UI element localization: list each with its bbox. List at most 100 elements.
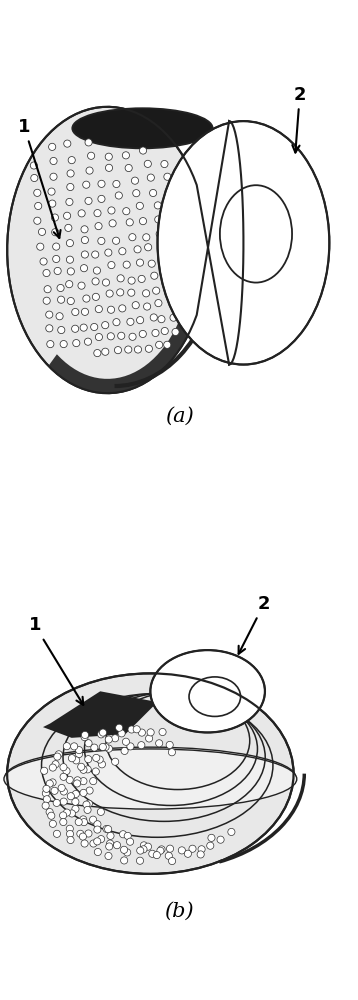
Circle shape: [81, 819, 88, 826]
Circle shape: [46, 808, 53, 816]
Circle shape: [72, 308, 79, 316]
Circle shape: [66, 281, 73, 288]
Ellipse shape: [206, 162, 306, 305]
Circle shape: [136, 202, 144, 209]
Text: 1: 1: [29, 616, 83, 705]
Circle shape: [81, 840, 88, 847]
Circle shape: [116, 724, 123, 731]
Circle shape: [92, 293, 100, 300]
Circle shape: [67, 836, 74, 844]
Circle shape: [123, 261, 130, 268]
Circle shape: [174, 258, 181, 265]
Circle shape: [58, 784, 65, 792]
Circle shape: [76, 747, 83, 754]
Circle shape: [164, 173, 171, 180]
Circle shape: [64, 140, 71, 147]
Circle shape: [35, 202, 42, 210]
Circle shape: [98, 237, 105, 245]
Circle shape: [179, 298, 186, 305]
Circle shape: [57, 284, 64, 292]
Circle shape: [40, 767, 48, 774]
Circle shape: [67, 170, 74, 177]
Circle shape: [94, 210, 101, 217]
Circle shape: [119, 305, 126, 312]
Circle shape: [105, 852, 112, 860]
Circle shape: [93, 754, 100, 761]
Circle shape: [81, 731, 88, 739]
Circle shape: [169, 857, 176, 865]
Circle shape: [124, 832, 131, 839]
Ellipse shape: [7, 673, 294, 874]
Ellipse shape: [159, 656, 260, 729]
Circle shape: [158, 316, 165, 323]
Circle shape: [78, 763, 85, 770]
Circle shape: [72, 805, 79, 813]
Circle shape: [53, 830, 61, 837]
Circle shape: [71, 743, 78, 750]
Circle shape: [102, 322, 109, 329]
Circle shape: [55, 751, 62, 758]
Circle shape: [163, 272, 170, 279]
Circle shape: [68, 755, 76, 762]
Circle shape: [105, 745, 112, 752]
Circle shape: [73, 780, 81, 787]
Circle shape: [138, 742, 145, 749]
Circle shape: [59, 812, 67, 819]
Circle shape: [157, 847, 164, 854]
Circle shape: [106, 290, 113, 297]
Circle shape: [94, 838, 101, 845]
Circle shape: [115, 347, 122, 354]
Ellipse shape: [6, 745, 295, 806]
Circle shape: [107, 333, 115, 340]
Circle shape: [144, 303, 151, 310]
Circle shape: [83, 801, 90, 808]
Ellipse shape: [175, 668, 251, 723]
Circle shape: [54, 753, 61, 760]
Circle shape: [81, 265, 88, 272]
Circle shape: [92, 768, 100, 775]
Circle shape: [94, 848, 101, 856]
Circle shape: [65, 224, 72, 231]
Circle shape: [173, 228, 180, 236]
Circle shape: [83, 295, 90, 302]
Circle shape: [72, 790, 79, 798]
Circle shape: [30, 162, 38, 169]
Circle shape: [150, 189, 157, 197]
Circle shape: [90, 816, 97, 823]
Text: 2: 2: [292, 86, 306, 153]
Text: 1: 1: [18, 118, 61, 238]
Circle shape: [49, 764, 57, 771]
Circle shape: [170, 301, 177, 308]
Circle shape: [115, 192, 122, 199]
Circle shape: [119, 248, 126, 255]
Circle shape: [74, 777, 81, 784]
Circle shape: [77, 830, 84, 837]
Circle shape: [148, 260, 155, 267]
Circle shape: [145, 345, 153, 352]
Circle shape: [145, 735, 153, 742]
Ellipse shape: [72, 108, 213, 148]
Circle shape: [84, 338, 92, 345]
Circle shape: [73, 757, 80, 764]
Circle shape: [81, 308, 88, 315]
Text: (a): (a): [165, 406, 193, 425]
Polygon shape: [43, 691, 158, 738]
Circle shape: [156, 740, 163, 747]
Ellipse shape: [167, 662, 256, 726]
Circle shape: [85, 197, 92, 204]
Circle shape: [161, 160, 168, 168]
Ellipse shape: [220, 185, 292, 283]
Ellipse shape: [187, 146, 315, 329]
Circle shape: [178, 847, 185, 854]
Polygon shape: [48, 309, 197, 393]
Circle shape: [118, 730, 125, 737]
Circle shape: [164, 341, 171, 348]
Circle shape: [80, 789, 87, 796]
Circle shape: [99, 743, 106, 751]
Circle shape: [79, 816, 87, 823]
Circle shape: [91, 323, 98, 331]
Circle shape: [118, 332, 125, 339]
Circle shape: [60, 798, 67, 805]
Circle shape: [53, 799, 60, 806]
Circle shape: [121, 857, 128, 864]
